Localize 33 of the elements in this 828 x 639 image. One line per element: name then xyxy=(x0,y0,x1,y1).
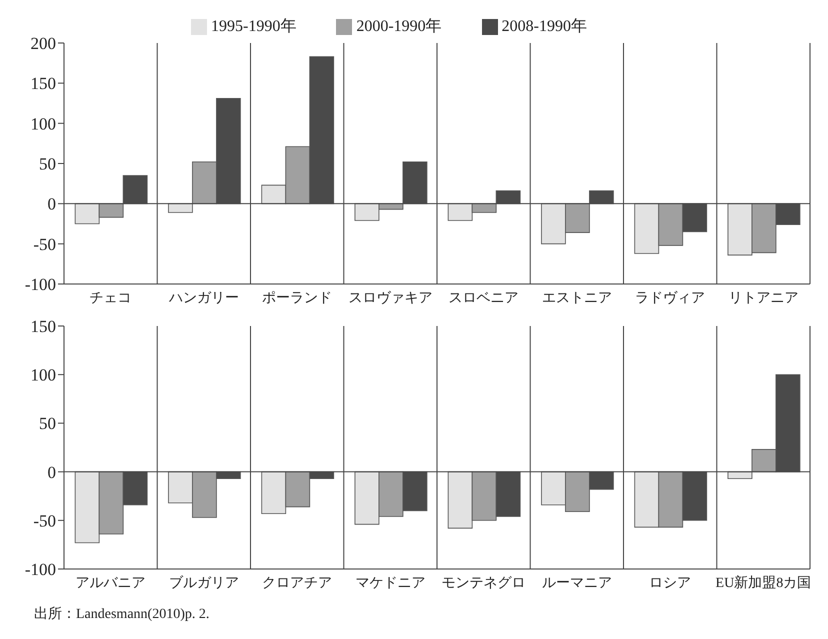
x-tick-label: チェコ xyxy=(90,290,132,306)
y-tick-label: -50 xyxy=(33,234,56,254)
x-tick-label: ブルガリア xyxy=(168,574,239,591)
y-tick-label: 0 xyxy=(48,462,56,482)
y-tick-label: -100 xyxy=(24,275,56,294)
x-tick-label: ルーマニア xyxy=(542,576,612,591)
y-tick-label: 50 xyxy=(39,154,56,174)
y-tick-label: -100 xyxy=(24,560,56,580)
text: 出所：Landesmann(2010)p. 2. xyxy=(34,606,210,623)
x-tick-label: ラドヴィア xyxy=(635,290,706,306)
legend-label: 2000-1990年 xyxy=(356,18,442,35)
x-tick-label: ロシア xyxy=(649,576,692,591)
x-tick-label: モンテネグロ xyxy=(442,576,526,591)
y-tick-label: 100 xyxy=(30,114,56,134)
y-tick-label: 200 xyxy=(30,34,56,54)
x-tick-label: マケドニア xyxy=(355,576,426,591)
y-tick-label: 0 xyxy=(48,194,56,214)
x-tick-label: ハンガリー xyxy=(168,290,239,306)
y-tick-label: 100 xyxy=(30,366,56,385)
x-tick-label: リトアニア xyxy=(728,290,798,306)
y-tick-label: -50 xyxy=(33,511,56,530)
y-tick-label: 50 xyxy=(39,414,56,434)
x-tick-label: スロベニア xyxy=(448,290,519,306)
y-tick-label: 150 xyxy=(30,74,56,94)
x-tick-label: スロヴァキア xyxy=(348,290,432,306)
x-tick-label: EU新加盟8カ国 xyxy=(716,574,812,591)
x-tick-label: ポーランド xyxy=(262,290,332,306)
legend-label: 2008-1990年 xyxy=(502,18,587,35)
x-tick-label: クロアチア xyxy=(262,576,332,591)
y-tick-label: 150 xyxy=(30,317,56,336)
x-tick-label: アルバニア xyxy=(76,576,146,591)
x-tick-label: エストニア xyxy=(542,290,612,306)
legend-label: 1995-1990年 xyxy=(211,18,296,35)
